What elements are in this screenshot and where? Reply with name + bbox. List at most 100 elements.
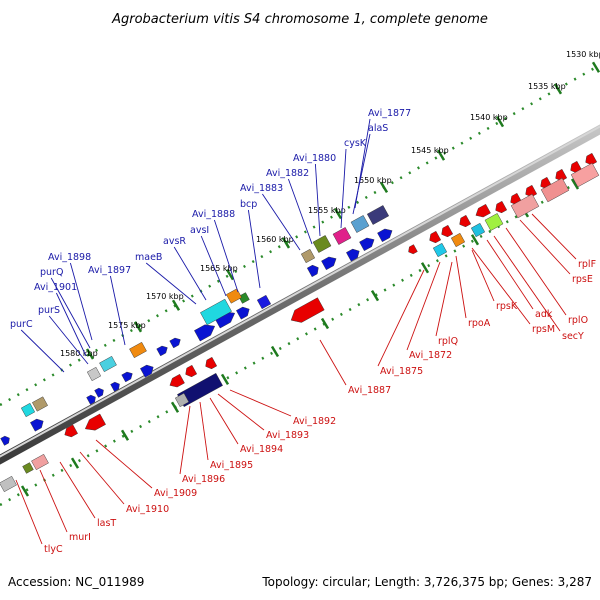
leader-line-reverse [471,247,531,325]
forward-gene-arrow [156,345,168,357]
scale-tick-mark [436,149,446,161]
leader-line-reverse [95,439,153,489]
leader-line-forward [287,178,313,245]
reverse-gene-arrow [84,413,106,431]
scale-tick-mark [171,299,181,311]
leader-line-forward [69,262,93,341]
scale-tick-label: 1580 kbp [60,349,98,358]
forward-gene-arrow [94,387,104,398]
leader-line-forward [145,262,197,305]
leader-line-forward [340,148,347,229]
scale-tick-label: 1560 kbp [256,235,294,244]
leader-line-reverse [79,451,125,505]
gene-label-reverse: rplO [568,315,588,326]
reverse-gene-arrow [169,373,185,388]
lower-tick-mark [20,485,30,497]
gene-label-reverse: rpsE [572,274,593,285]
scale-ticks: 1530 kbp 1535 kbp 1540 kbp 1545 kbp 1550 kbp… [60,50,600,360]
gene-label-reverse: murI [69,532,91,543]
scale-tick-label: 1555 kbp [308,206,346,215]
forward-gene-arrow [0,435,10,446]
gene-label-reverse: Avi_1893 [266,430,309,441]
reverse-gene-block [570,162,600,188]
scale-tick-label: 1540 kbp [470,113,508,122]
forward-gene-block [366,205,390,225]
leader-line-reverse [199,401,209,461]
lower-tick-mark [470,234,480,246]
reverse-gene-arrow [185,364,198,378]
leader-line-reverse [435,261,453,337]
forward-gene-arrow [169,337,181,349]
accession-text: Accession: NC_011989 [8,575,144,589]
scale-tick-mark [553,83,563,95]
gene-label-forward: purQ [40,267,63,278]
forward-gene-block [20,402,36,418]
gene-label-forward: Avi_1880 [293,153,336,164]
gene-label-forward: Avi_1877 [368,108,411,119]
leader-line-reverse [39,469,68,533]
gene-label-reverse: rpsM [532,324,555,335]
scale-tick-mark [495,116,505,128]
leader-line-forward [48,315,89,365]
reverse-gene-arrow [495,200,508,214]
scale-tick-mark [379,181,389,194]
gene-label-forward: cysK [344,138,367,149]
forward-gene-block [129,341,147,359]
lower-tick-mark [320,317,330,330]
leader-line-reverse [319,339,347,386]
forward-gene-arrow [306,264,319,278]
forward-gene-arrow [359,237,375,252]
forward-gene-block [256,294,272,310]
reverse-gene-block [450,232,466,248]
gene-label-forward: bcp [240,199,257,210]
reverse-gene-block [470,222,486,238]
reverse-gene-block [484,213,504,231]
gene-label-reverse: rpsK [496,301,518,312]
lower-tick-mark [170,401,180,413]
leader-line-reverse [486,239,534,310]
gene-label-forward: avsR [163,236,186,247]
gene-label-reverse: Avi_1909 [154,488,197,499]
leader-line-reverse [217,393,265,431]
lower-tick-mark [70,457,80,469]
leader-line-reverse [531,213,577,260]
reverse-gene-arrow [64,424,78,438]
scale-tick-mark [85,348,95,360]
scale-tick-label: 1535 kbp [528,82,566,91]
reverse-gene-block [432,242,448,258]
forward-gene-arrow [377,228,393,243]
gene-label-reverse: Avi_1872 [409,350,452,361]
backbone-highlight [0,125,600,458]
reverse-gene-arrow [290,297,325,323]
forward-gene-block [238,292,250,304]
gene-label-forward: purC [10,319,33,330]
leader-line-reverse [493,235,561,332]
reverse-gene-arrow [585,152,598,166]
leader-line-forward [247,209,261,289]
lower-tick-mark [220,373,230,386]
lower-track [0,168,600,507]
lower-track-ticks [20,178,580,497]
gene-label-forward: avsI [190,225,209,236]
gene-label-forward: maeB [135,252,162,263]
reverse-gene-block [0,475,17,493]
leader-line-forward [109,275,126,346]
gene-label-forward: Avi_1883 [240,183,283,194]
reverse-gene-arrow [555,168,568,182]
reverse-gene-block [510,193,540,219]
reverse-gene-block [22,462,34,474]
scale-tick-label: 1545 kbp [411,146,449,155]
leader-line-forward [173,246,207,301]
scale-tick-mark [591,61,600,73]
reverse-gene-arrow [429,230,442,244]
scale-tick-mark [133,321,143,333]
reverse-gene-arrow [459,214,472,228]
gene-label-reverse: Avi_1910 [126,504,169,515]
forward-gene-arrow [140,364,154,378]
scale-tick-label: 1565 kbp [200,264,238,273]
scale-tick-label: 1570 kbp [146,292,184,301]
reverse-gene-block [31,453,49,471]
lower-tick-mark [570,178,580,190]
